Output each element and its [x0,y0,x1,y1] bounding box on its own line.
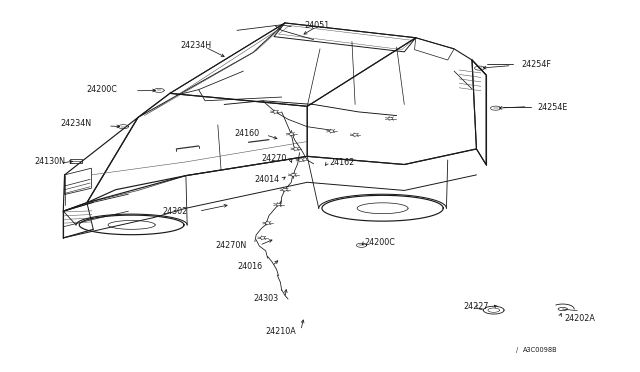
Text: 24200C: 24200C [365,238,396,247]
Text: 24234H: 24234H [180,41,211,51]
Circle shape [299,159,303,161]
Circle shape [273,110,278,113]
Text: 24227: 24227 [464,302,489,311]
Circle shape [353,134,357,136]
Text: 24016: 24016 [237,262,262,271]
Text: 24200C: 24200C [86,85,117,94]
Text: 24130N: 24130N [34,157,65,166]
Text: 24202A: 24202A [564,314,595,323]
Text: 24270: 24270 [261,154,287,163]
Text: 24303: 24303 [253,294,278,303]
Text: 24210A: 24210A [265,327,296,336]
Text: A3C0098B: A3C0098B [523,347,557,353]
Text: 24270N: 24270N [215,241,246,250]
Circle shape [283,188,287,191]
Circle shape [291,174,296,176]
Circle shape [289,133,294,135]
Circle shape [388,117,392,120]
Circle shape [329,130,333,132]
Text: /: / [516,347,518,353]
Text: 24160: 24160 [234,129,259,138]
Circle shape [276,203,281,206]
Circle shape [266,222,270,224]
Text: 24254E: 24254E [537,103,568,112]
Circle shape [294,148,298,150]
Text: 24302: 24302 [162,207,187,216]
Circle shape [260,237,265,239]
Text: 24014: 24014 [255,175,280,184]
Text: 24162: 24162 [330,158,355,167]
Text: 24254F: 24254F [521,60,551,69]
Text: 24234N: 24234N [60,119,92,128]
Text: 24051: 24051 [304,21,330,30]
